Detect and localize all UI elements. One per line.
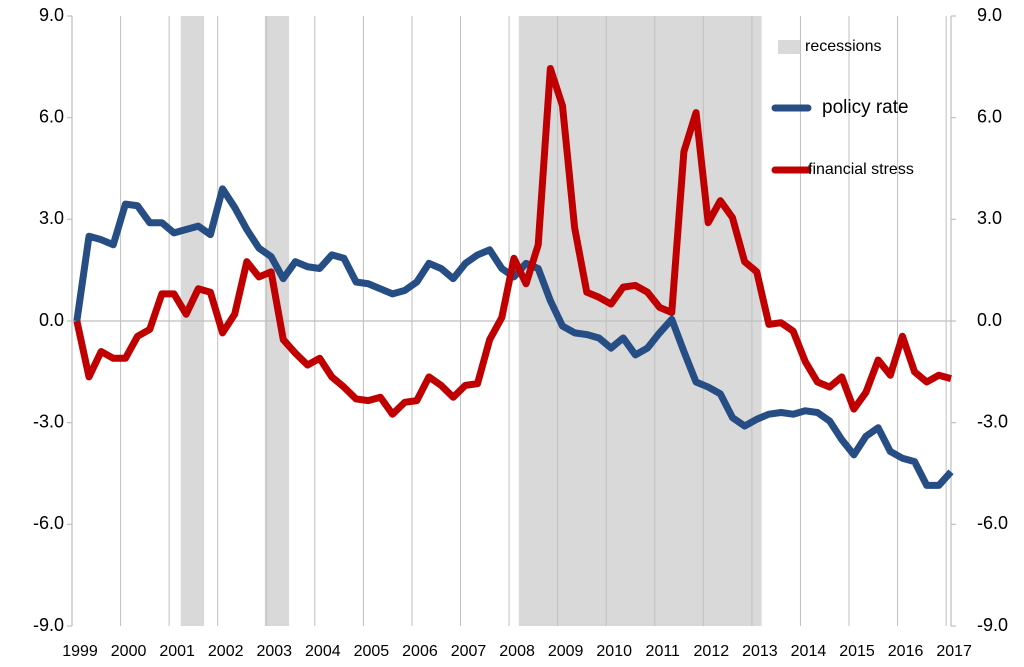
y2-tick-label: 9.0 xyxy=(977,5,1002,25)
x-tick-label: 2010 xyxy=(596,643,632,660)
y2-tick-label: 6.0 xyxy=(977,106,1002,126)
y2-tick-label: 3.0 xyxy=(977,208,1002,228)
x-tick-label: 2016 xyxy=(888,643,924,660)
y-tick-label: -9.0 xyxy=(33,615,64,635)
x-tick-label: 2001 xyxy=(159,643,195,660)
x-tick-label: 2014 xyxy=(791,643,827,660)
legend-label: financial stress xyxy=(808,161,914,178)
x-tick-label: 2005 xyxy=(354,643,390,660)
foreground-layer: 1999 2000 2001 2002 2003 2004 2005 2006 2007 2008… xyxy=(33,5,1008,660)
y-tick-label: 0.0 xyxy=(39,310,64,330)
y-tick-label: 3.0 xyxy=(39,208,64,228)
legend-label: recessions xyxy=(805,38,881,55)
y-tick-label: -6.0 xyxy=(33,513,64,533)
x-tick-label: 2012 xyxy=(694,643,730,660)
x-tick-label: 2013 xyxy=(742,643,778,660)
x-tick-label: 2000 xyxy=(111,643,147,660)
x-tick-label: 2009 xyxy=(548,643,584,660)
y-tick-label: -3.0 xyxy=(33,411,64,431)
x-tick-label: 2017 xyxy=(936,643,972,660)
data-line xyxy=(73,65,952,418)
x-tick-label: 2015 xyxy=(839,643,875,660)
y2-tick-label: -9.0 xyxy=(977,615,1008,635)
x-tick-label: 2003 xyxy=(256,643,292,660)
x-tick-label: 2002 xyxy=(208,643,244,660)
x-tick-label: 2007 xyxy=(451,643,487,660)
y2-tick-label: 0.0 xyxy=(977,310,1002,330)
x-tick-label: 2008 xyxy=(499,643,535,660)
x-tick-label: 2004 xyxy=(305,643,341,660)
data-line xyxy=(73,185,954,489)
x-tick-label: 2011 xyxy=(646,643,681,660)
y2-tick-label: -3.0 xyxy=(977,411,1008,431)
x-tick-label: 1999 xyxy=(62,643,98,660)
legend-label: policy rate xyxy=(822,97,909,118)
legend-swatch xyxy=(778,40,800,54)
y-tick-label: 6.0 xyxy=(39,106,64,126)
x-tick-label: 2006 xyxy=(402,643,438,660)
y-tick-label: 9.0 xyxy=(39,5,64,25)
y2-tick-label: -6.0 xyxy=(977,513,1008,533)
